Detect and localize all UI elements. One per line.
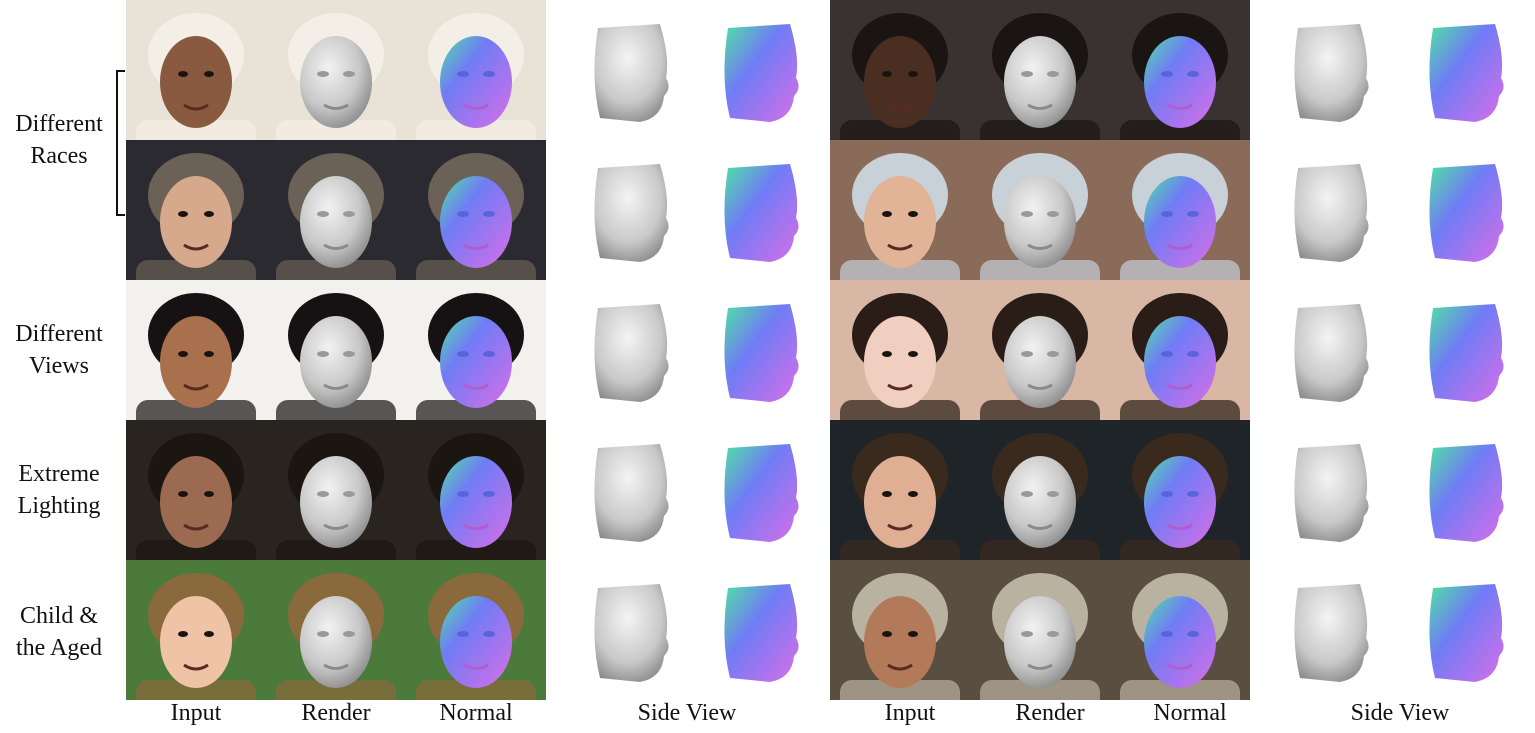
side-view-normal-right-row-4 — [1415, 438, 1515, 548]
input-image-right-row-2 — [830, 140, 970, 280]
side-view-render-right-row-2 — [1280, 158, 1380, 268]
side-view-normal-right-row-5 — [1415, 578, 1515, 688]
render-image-left-row-1 — [266, 0, 406, 140]
side-view-render-right-row-1 — [1280, 18, 1380, 128]
input-image-right-row-1 — [830, 0, 970, 140]
col-label-normal-right: Normal — [1153, 700, 1227, 726]
render-image-left-row-5 — [266, 560, 406, 700]
side-view-normal-left-row-2 — [710, 158, 810, 268]
row-label-line: Child & — [19, 603, 98, 629]
side-view-normal-right-row-2 — [1415, 158, 1515, 268]
row-label-line: Extreme — [18, 461, 100, 487]
side-view-render-right-row-4 — [1280, 438, 1380, 548]
side-view-render-right-row-5 — [1280, 578, 1380, 688]
normal-image-right-row-5 — [1110, 560, 1250, 700]
side-view-render-left-row-3 — [580, 298, 680, 408]
col-label-render-right: Render — [1015, 700, 1085, 726]
render-image-right-row-1 — [970, 0, 1110, 140]
row-label-lighting: Extreme Lighting — [0, 458, 118, 522]
render-image-left-row-4 — [266, 420, 406, 560]
row-label-views: Different Views — [0, 318, 118, 382]
side-view-render-left-row-1 — [580, 18, 680, 128]
col-label-input-right: Input — [884, 700, 936, 726]
row-label-races: Different Races — [0, 108, 118, 172]
col-label-sideview-right: Side View — [1350, 700, 1450, 726]
input-image-left-row-2 — [126, 140, 266, 280]
normal-image-right-row-4 — [1110, 420, 1250, 560]
side-view-render-left-row-5 — [580, 578, 680, 688]
render-image-left-row-3 — [266, 280, 406, 420]
side-view-render-left-row-2 — [580, 158, 680, 268]
col-label-normal-left: Normal — [439, 700, 513, 726]
row-label-line: Views — [29, 353, 89, 379]
col-label-render-left: Render — [301, 700, 371, 726]
normal-image-left-row-1 — [406, 0, 546, 140]
row-label-line: Different — [15, 321, 103, 347]
row-bracket — [116, 70, 125, 216]
input-image-right-row-5 — [830, 560, 970, 700]
input-image-left-row-1 — [126, 0, 266, 140]
render-image-right-row-2 — [970, 140, 1110, 280]
normal-image-right-row-2 — [1110, 140, 1250, 280]
render-image-right-row-3 — [970, 280, 1110, 420]
input-image-right-row-4 — [830, 420, 970, 560]
side-view-normal-left-row-4 — [710, 438, 810, 548]
input-image-right-row-3 — [830, 280, 970, 420]
row-label-line: Different — [15, 111, 103, 137]
normal-image-left-row-3 — [406, 280, 546, 420]
side-view-normal-right-row-1 — [1415, 18, 1515, 128]
col-label-sideview-left: Side View — [637, 700, 737, 726]
render-image-right-row-4 — [970, 420, 1110, 560]
col-label-input-left: Input — [170, 700, 222, 726]
render-image-left-row-2 — [266, 140, 406, 280]
input-image-left-row-5 — [126, 560, 266, 700]
normal-image-right-row-3 — [1110, 280, 1250, 420]
side-view-normal-right-row-3 — [1415, 298, 1515, 408]
side-view-normal-left-row-3 — [710, 298, 810, 408]
side-view-normal-left-row-1 — [710, 18, 810, 128]
normal-image-right-row-1 — [1110, 0, 1250, 140]
render-image-right-row-5 — [970, 560, 1110, 700]
normal-image-left-row-5 — [406, 560, 546, 700]
row-label-line: the Aged — [16, 635, 102, 661]
normal-image-left-row-2 — [406, 140, 546, 280]
row-label-line: Lighting — [17, 493, 101, 519]
input-image-left-row-3 — [126, 280, 266, 420]
side-view-render-left-row-4 — [580, 438, 680, 548]
input-image-left-row-4 — [126, 420, 266, 560]
normal-image-left-row-4 — [406, 420, 546, 560]
side-view-render-right-row-3 — [1280, 298, 1380, 408]
side-view-normal-left-row-5 — [710, 578, 810, 688]
row-label-line: Races — [30, 143, 88, 169]
row-label-ages: Child & the Aged — [0, 600, 118, 664]
